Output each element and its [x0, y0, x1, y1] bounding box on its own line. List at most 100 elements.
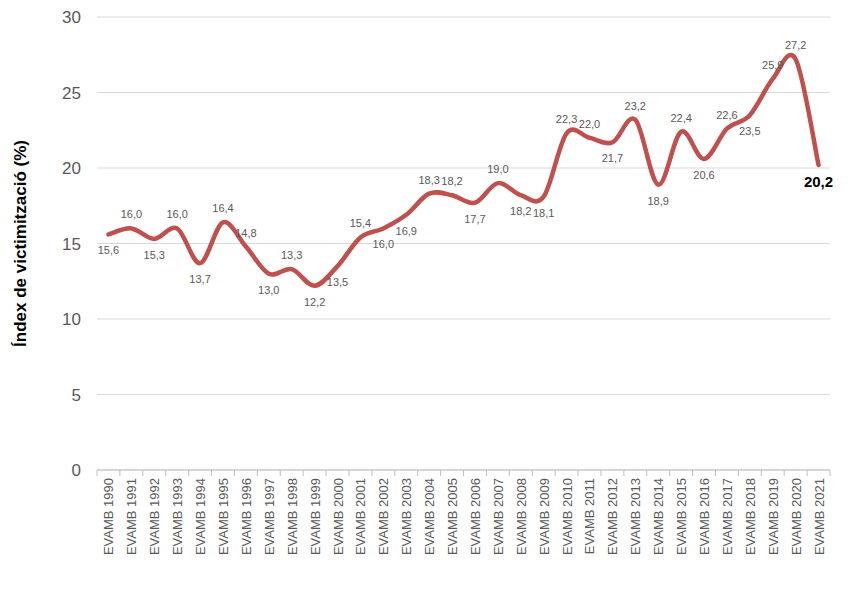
data-label: 13,7: [189, 273, 210, 285]
data-label: 16,0: [166, 208, 187, 220]
x-tick-label: EVAMB 2012: [605, 478, 620, 555]
x-tick-label: EVAMB 2020: [789, 478, 804, 555]
x-tick-label: EVAMB 1998: [285, 478, 300, 555]
x-tick: [348, 470, 349, 476]
x-tick: [280, 470, 281, 476]
y-tick-label: 25: [62, 84, 81, 103]
x-tick-label: EVAMB 2005: [445, 478, 460, 555]
y-axis-label: Índex de victimització (%): [11, 140, 30, 347]
data-label: 18,1: [533, 207, 554, 219]
x-tick: [578, 470, 579, 476]
x-tick: [646, 470, 647, 476]
x-tick-label: EVAMB 2015: [674, 478, 689, 555]
x-tick-label: EVAMB 2001: [353, 478, 368, 555]
x-tick: [97, 470, 98, 476]
data-label: 16,0: [373, 238, 394, 250]
x-tick: [807, 470, 808, 476]
data-label: 18,2: [510, 205, 531, 217]
x-tick-label: EVAMB 1994: [193, 478, 208, 555]
x-tick: [738, 470, 739, 476]
x-tick-label: EVAMB 1996: [239, 478, 254, 555]
x-tick-label: EVAMB 1990: [101, 478, 116, 555]
x-tick-label: EVAMB 2011: [582, 478, 597, 554]
x-tick: [188, 470, 189, 476]
x-tick: [440, 470, 441, 476]
x-tick: [486, 470, 487, 476]
x-tick: [692, 470, 693, 476]
data-label: 19,0: [487, 163, 508, 175]
data-label: 17,7: [464, 213, 485, 225]
x-tick: [784, 470, 785, 476]
grid-line: [97, 168, 830, 169]
data-label: 22,6: [716, 109, 737, 121]
data-label: 18,9: [647, 195, 668, 207]
x-tick: [371, 470, 372, 476]
plot-area: [108, 55, 818, 286]
data-label: 12,2: [304, 296, 325, 308]
x-tick: [326, 470, 327, 476]
data-label: 16,9: [396, 225, 417, 237]
x-tick-label: EVAMB 2006: [468, 478, 483, 555]
x-tick-label: EVAMB 2019: [766, 478, 781, 555]
x-tick: [830, 470, 831, 476]
grid-line: [97, 92, 830, 93]
y-tick-label: 15: [62, 235, 81, 254]
x-tick-label: EVAMB 2013: [628, 478, 643, 555]
x-tick-label: EVAMB 2009: [537, 478, 552, 555]
y-tick-label: 20: [62, 159, 81, 178]
data-label: 15,6: [98, 244, 119, 256]
chart: 051015202530EVAMB 1990EVAMB 1991EVAMB 19…: [0, 0, 863, 591]
x-tick-label: EVAMB 2002: [376, 478, 391, 555]
y-tick-label: 30: [62, 8, 81, 27]
data-label: 22,0: [579, 118, 600, 130]
data-label: 15,4: [350, 217, 371, 229]
x-tick: [463, 470, 464, 476]
series-line: [108, 55, 818, 286]
data-label: 13,5: [327, 276, 348, 288]
x-tick: [303, 470, 304, 476]
data-label: 16,0: [121, 208, 142, 220]
grid-line: [97, 319, 830, 320]
x-tick: [257, 470, 258, 476]
x-tick: [394, 470, 395, 476]
x-tick-label: EVAMB 2007: [491, 478, 506, 555]
grid-line: [97, 394, 830, 395]
x-tick: [532, 470, 533, 476]
x-tick-label: EVAMB 2021: [812, 478, 827, 555]
x-tick-label: EVAMB 2008: [514, 478, 529, 555]
y-tick-label: 0: [72, 461, 81, 480]
x-tick-label: EVAMB 1997: [262, 478, 277, 555]
x-tick-label: EVAMB 2016: [697, 478, 712, 555]
x-tick: [417, 470, 418, 476]
data-label: 23,2: [625, 100, 646, 112]
data-label: 27,2: [785, 39, 806, 51]
x-tick: [211, 470, 212, 476]
data-label: 25,9: [762, 59, 783, 71]
y-tick-label: 5: [72, 386, 81, 405]
data-label: 23,5: [739, 125, 760, 137]
x-tick-label: EVAMB 2003: [399, 478, 414, 555]
x-tick-label: EVAMB 1991: [124, 478, 139, 555]
x-tick: [509, 470, 510, 476]
x-tick-label: EVAMB 2014: [651, 478, 666, 555]
x-tick: [142, 470, 143, 476]
x-tick: [119, 470, 120, 476]
x-tick-label: EVAMB 2018: [743, 478, 758, 555]
data-label: 20,2: [804, 173, 833, 190]
data-label: 21,7: [602, 152, 623, 164]
x-tick: [555, 470, 556, 476]
x-tick-label: EVAMB 2010: [560, 478, 575, 555]
x-tick: [623, 470, 624, 476]
x-tick-label: EVAMB 1992: [147, 478, 162, 555]
data-label: 18,2: [441, 175, 462, 187]
x-tick-label: EVAMB 2000: [331, 478, 346, 555]
grid-line: [97, 243, 830, 244]
x-tick-label: EVAMB 2004: [422, 478, 437, 555]
x-tick-label: EVAMB 1993: [170, 478, 185, 555]
x-tick: [761, 470, 762, 476]
data-label: 22,4: [670, 112, 691, 124]
data-label: 18,3: [418, 174, 439, 186]
x-tick: [234, 470, 235, 476]
x-tick-label: EVAMB 2017: [720, 478, 735, 555]
data-label: 13,3: [281, 249, 302, 261]
